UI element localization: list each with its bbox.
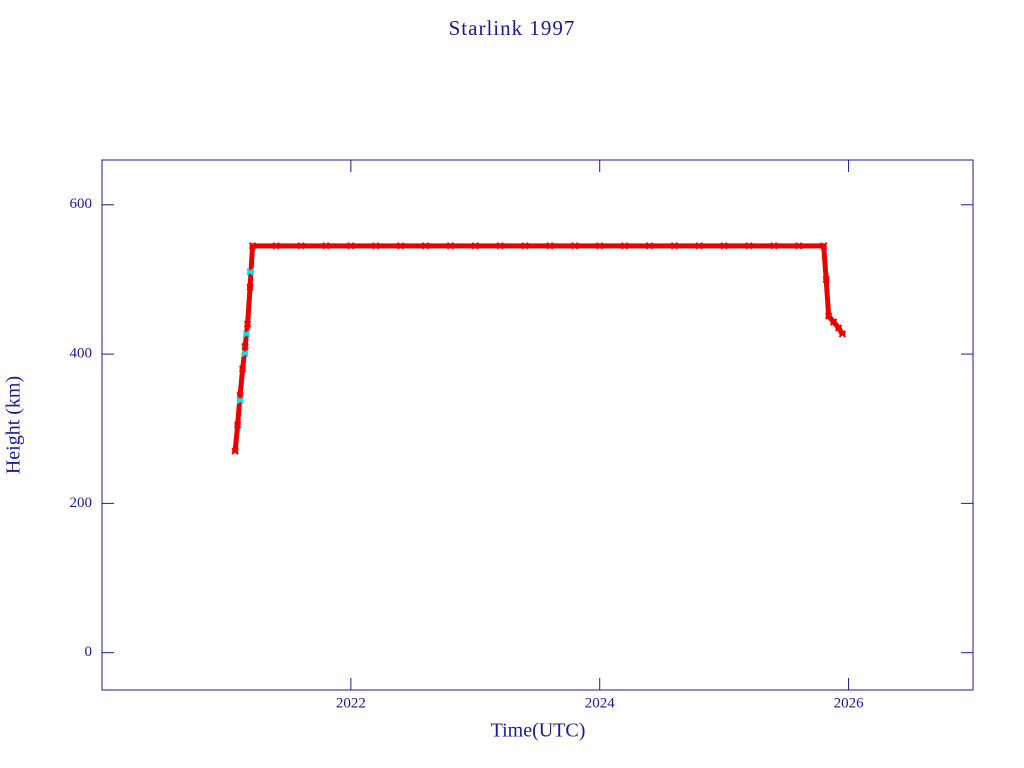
point <box>241 342 249 351</box>
x-tick-label: 2024 <box>585 695 616 711</box>
point <box>243 320 252 328</box>
y-tick-label: 600 <box>70 196 93 212</box>
point <box>695 242 703 250</box>
point <box>242 330 251 338</box>
point <box>233 421 242 429</box>
point <box>596 242 604 250</box>
point <box>795 242 803 250</box>
y-tick-label: 200 <box>70 495 93 511</box>
point <box>246 268 254 276</box>
x-tick-label: 2026 <box>834 695 865 711</box>
point <box>347 242 355 250</box>
point <box>372 242 380 250</box>
point <box>670 242 679 250</box>
point <box>446 242 455 250</box>
point <box>838 330 847 338</box>
point <box>248 242 257 250</box>
point <box>246 283 254 291</box>
y-tick-label: 0 <box>85 644 93 660</box>
point <box>620 242 629 250</box>
point <box>745 242 753 250</box>
point <box>421 242 430 250</box>
point <box>471 242 479 250</box>
point <box>496 242 504 250</box>
y-axis-label: Height (km) <box>3 376 25 474</box>
point <box>297 242 305 250</box>
point <box>822 275 830 284</box>
point <box>236 396 244 405</box>
point <box>571 242 579 250</box>
y-tick-label: 400 <box>70 346 93 362</box>
point <box>272 242 280 250</box>
point <box>322 242 330 250</box>
chart-title: Starlink 1997 <box>449 16 576 40</box>
point <box>819 242 828 250</box>
point <box>824 312 833 320</box>
point <box>645 242 654 250</box>
x-tick-label: 2022 <box>336 695 366 711</box>
point <box>720 242 728 250</box>
plot-frame <box>101 159 974 691</box>
point <box>238 365 247 373</box>
point <box>231 447 239 455</box>
point <box>829 318 838 326</box>
point <box>521 242 529 250</box>
point <box>770 242 778 250</box>
point <box>834 324 843 332</box>
x-axis-label: Time(UTC) <box>491 720 586 742</box>
trace-line <box>232 243 845 452</box>
point <box>546 242 554 250</box>
point <box>396 242 405 250</box>
point <box>241 349 249 358</box>
